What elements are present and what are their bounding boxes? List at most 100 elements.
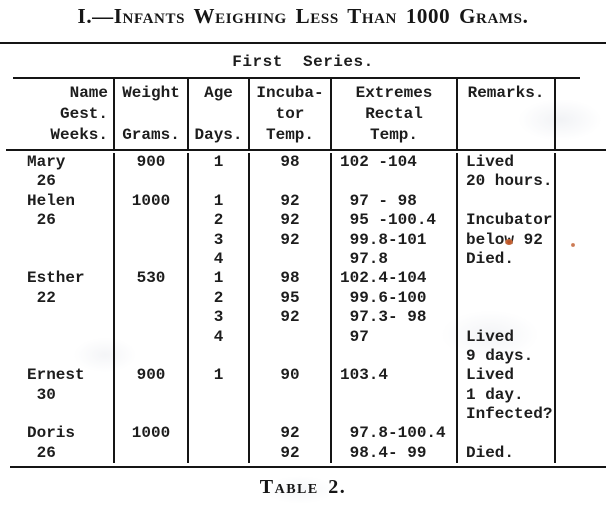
table-cell: Lived <box>458 327 556 347</box>
table-cell-empty <box>556 424 580 443</box>
table-cell: Ernest <box>13 366 115 386</box>
table-cell-empty <box>556 444 580 463</box>
table-cell: 98 <box>250 153 332 173</box>
table-cell <box>332 172 458 192</box>
table-cell: Died. <box>458 249 556 270</box>
table-cell <box>115 385 189 406</box>
table-cell <box>189 405 250 425</box>
table-cell <box>250 346 332 367</box>
table-cell: 103.4 <box>332 366 458 386</box>
table-cell <box>458 288 556 309</box>
column-header-extremes-rectal-temp: Extremes Rectal Temp. <box>332 79 458 149</box>
column-header-weight-grams: Weight Grams. <box>115 79 189 149</box>
table-cell: 1 <box>189 366 250 386</box>
table-header-row: Name Gest. Weeks. Weight Grams. Age Days… <box>13 79 580 149</box>
table-cell <box>250 327 332 347</box>
table-cell <box>189 385 250 406</box>
table-cell: 1 <box>189 269 250 289</box>
table-cell <box>250 249 332 270</box>
table-cell: below 92 <box>458 230 556 250</box>
table-cell: 99.8-101 <box>332 230 458 250</box>
column-header-remarks: Remarks. <box>458 79 556 149</box>
column-header-empty <box>556 79 580 149</box>
table-cell <box>115 172 189 192</box>
table-cell: 30 <box>13 385 115 406</box>
table-cell-empty <box>556 250 580 269</box>
table-cell-empty <box>556 153 580 172</box>
table-cell-empty <box>556 269 580 288</box>
table-cell <box>115 405 189 425</box>
table-cell <box>115 211 189 231</box>
table-cell-empty <box>556 366 580 385</box>
table-cell: 102 -104 <box>332 153 458 173</box>
table-cell <box>458 424 556 444</box>
table-cell-empty <box>556 347 580 366</box>
table-cell <box>189 443 250 464</box>
table-cell <box>458 269 556 289</box>
table-cell <box>250 405 332 425</box>
table-cell: 530 <box>115 269 189 289</box>
table-cell: 3 <box>189 230 250 250</box>
table-cell: Incubator <box>458 211 556 231</box>
table-cell: Died. <box>458 443 556 464</box>
title-divider-rule <box>0 42 606 44</box>
table-cell <box>332 346 458 367</box>
table-cell: 92 <box>250 211 332 231</box>
table-caption: Table 2. <box>259 476 347 498</box>
header-underline-rule <box>6 149 606 151</box>
table-cell: 2 <box>189 288 250 309</box>
column-header-name-gest-weeks: Name Gest. Weeks. <box>13 79 115 149</box>
table-cell: 26 <box>13 172 115 192</box>
table-cell: Doris <box>13 424 115 444</box>
page-title: I.—Infants Weighing Less Than 1000 Grams… <box>77 4 529 28</box>
table-cell: 92 <box>250 308 332 328</box>
table-cell: Esther <box>13 269 115 289</box>
table-cell <box>115 230 189 250</box>
table-cell: 92 <box>250 230 332 250</box>
series-heading: First Series. <box>232 53 374 71</box>
table-cell: 4 <box>189 327 250 347</box>
table-cell-empty <box>556 172 580 191</box>
table-cell <box>189 172 250 192</box>
table-cell <box>13 249 115 270</box>
table-cell <box>13 230 115 250</box>
table-body: Mary 900 1 98 102 -104 Lived 26 20 hours. Helen… <box>13 149 580 464</box>
table-cell-empty <box>556 231 580 250</box>
table-cell: 1000 <box>115 191 189 212</box>
table-cell: 97.3- 98 <box>332 308 458 328</box>
table-cell <box>458 308 556 328</box>
table-cell <box>250 172 332 192</box>
table-cell: 98.4- 99 <box>332 443 458 464</box>
table-cell-empty <box>556 386 580 405</box>
table-cell: Mary <box>13 153 115 173</box>
table-cell <box>458 191 556 212</box>
table-cell: Lived <box>458 153 556 173</box>
table-cell <box>115 346 189 367</box>
table-cell-empty <box>556 308 580 327</box>
table-cell: Lived <box>458 366 556 386</box>
table-cell: 1 <box>189 153 250 173</box>
table-cell: 20 hours. <box>458 172 556 192</box>
table-cell: Infected? <box>458 405 556 425</box>
table-cell <box>115 308 189 328</box>
table-cell: 1000 <box>115 424 189 444</box>
table-cell: 95 -100.4 <box>332 211 458 231</box>
table-cell-empty <box>556 211 580 230</box>
table-cell: 4 <box>189 249 250 270</box>
table-cell: 2 <box>189 211 250 231</box>
table-cell: 97.8 <box>332 249 458 270</box>
column-header-incubator-temp: Incuba- tor Temp. <box>250 79 332 149</box>
table-cell-empty <box>556 192 580 211</box>
table-cell-empty <box>556 289 580 308</box>
table-bottom-rule <box>10 466 606 468</box>
table-cell <box>250 385 332 406</box>
table-cell <box>13 327 115 347</box>
table-cell: 900 <box>115 153 189 173</box>
table-cell: 92 <box>250 424 332 444</box>
table-cell: 95 <box>250 288 332 309</box>
scan-artifact-dot <box>505 239 513 245</box>
table-cell: 92 <box>250 191 332 212</box>
table-cell-empty <box>556 405 580 424</box>
table-cell: 26 <box>13 443 115 464</box>
